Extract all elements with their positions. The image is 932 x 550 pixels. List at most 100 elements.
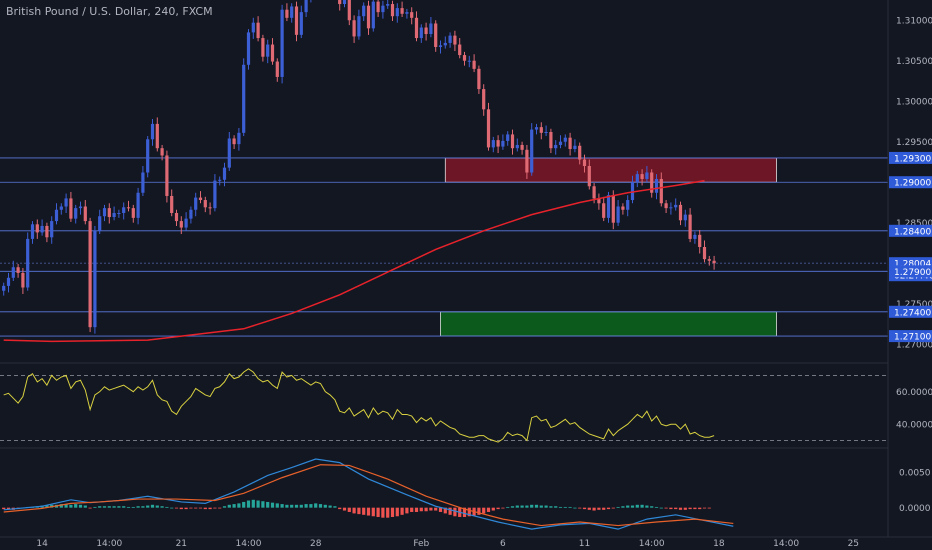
candle-body bbox=[126, 207, 131, 209]
macd-hist-bar bbox=[314, 503, 318, 508]
macd-hist-bar bbox=[318, 504, 323, 508]
candle-body bbox=[630, 182, 635, 201]
candle-body bbox=[410, 12, 414, 18]
macd-hist-bar bbox=[448, 507, 452, 515]
macd-hist-bar bbox=[328, 505, 332, 508]
macd-hist-bar bbox=[592, 507, 596, 511]
macd-hist-bar bbox=[582, 507, 587, 510]
macd-hist-bar bbox=[136, 506, 140, 508]
candle-body bbox=[69, 198, 73, 219]
level-price-label-bg bbox=[889, 176, 932, 189]
candle-body bbox=[285, 9, 289, 18]
candle-body bbox=[712, 260, 716, 264]
time-tick-label: Feb bbox=[413, 539, 429, 549]
chart-title: British Pound / U.S. Dollar, 240, FXCM bbox=[6, 5, 213, 18]
macd-hist-bar bbox=[6, 507, 11, 510]
candle-body bbox=[213, 180, 217, 209]
macd-hist-bar bbox=[333, 506, 337, 508]
price-tick-label: 1.27500 bbox=[896, 300, 932, 310]
macd-hist-bar bbox=[218, 507, 222, 509]
price-tick-label: 1.30500 bbox=[896, 57, 932, 67]
candle-body bbox=[678, 204, 683, 221]
candle-body bbox=[606, 195, 611, 218]
macd-hist-bar bbox=[179, 507, 183, 510]
macd-hist-bar bbox=[251, 499, 255, 508]
macd-hist-bar bbox=[520, 505, 524, 508]
macd-hist-bar bbox=[184, 507, 188, 510]
candle-body bbox=[702, 247, 707, 260]
candle-body bbox=[395, 8, 399, 17]
candle-body bbox=[251, 22, 255, 33]
candle-body bbox=[448, 35, 452, 43]
macd-hist-bar bbox=[664, 507, 668, 509]
candle-body bbox=[246, 32, 251, 65]
macd-hist-bar bbox=[227, 504, 231, 508]
candle-body bbox=[40, 225, 44, 233]
level-price-label: 1.28400 bbox=[894, 227, 931, 237]
price-tick-label: 1.28500 bbox=[896, 219, 932, 229]
candle-body bbox=[280, 9, 284, 77]
macd-hist-bar bbox=[491, 507, 495, 511]
candle-body bbox=[390, 4, 395, 17]
candle-body bbox=[482, 89, 486, 110]
candle-body bbox=[232, 138, 236, 145]
macd-hist-bar bbox=[486, 507, 491, 512]
candle-body bbox=[424, 27, 428, 35]
macd-hist-bar bbox=[256, 500, 260, 508]
macd-hist-bar bbox=[587, 507, 591, 510]
macd-hist-bar bbox=[376, 507, 380, 517]
candle-body bbox=[515, 144, 519, 149]
time-tick-label: 14 bbox=[36, 539, 48, 549]
macd-hist-bar bbox=[477, 507, 481, 515]
candle-body bbox=[54, 209, 59, 222]
macd-hist-bar bbox=[496, 507, 500, 510]
macd-hist-bar bbox=[170, 507, 174, 509]
macd-hist-bar bbox=[232, 504, 236, 508]
macd-hist-bar bbox=[45, 505, 49, 508]
candle-body bbox=[83, 206, 87, 222]
macd-hist-bar bbox=[419, 507, 423, 512]
macd-hist-bar bbox=[462, 507, 467, 517]
level-lines-layer bbox=[0, 157, 888, 337]
macd-hist-bar bbox=[578, 507, 582, 509]
candle-body bbox=[150, 123, 155, 140]
macd-hist-bar bbox=[222, 506, 227, 508]
macd-hist-bar bbox=[611, 507, 615, 509]
candle-body bbox=[400, 8, 404, 14]
macd-hist-bar bbox=[659, 507, 663, 509]
candle-body bbox=[342, 0, 347, 5]
candle-body bbox=[170, 195, 174, 213]
macd-hist-bar bbox=[299, 504, 303, 508]
macd-hist-bar bbox=[405, 507, 409, 514]
candle-body bbox=[544, 132, 548, 134]
macd-hist-bar bbox=[626, 505, 630, 508]
time-tick-label: 14:00 bbox=[639, 539, 665, 549]
candle-body bbox=[74, 208, 78, 219]
rsi-tick-label: 40.0000 bbox=[896, 421, 932, 431]
macd-hist-bar bbox=[597, 507, 601, 510]
candle-body bbox=[338, 0, 342, 5]
macd-hist-bar bbox=[203, 507, 207, 510]
candle-body bbox=[208, 207, 212, 209]
candle-body bbox=[2, 285, 6, 291]
macd-pane bbox=[2, 458, 734, 530]
level-price-label: 1.28004 bbox=[894, 260, 931, 270]
time-tick-label: 6 bbox=[500, 539, 506, 549]
candle-body bbox=[371, 1, 375, 29]
candle-body bbox=[525, 149, 529, 173]
candle-body bbox=[256, 22, 260, 39]
candle-body bbox=[640, 174, 644, 179]
price-tick-label: 1.29500 bbox=[896, 138, 932, 148]
macd-hist-bar bbox=[290, 504, 294, 508]
candle-body bbox=[107, 208, 111, 218]
candle-body bbox=[621, 206, 625, 210]
candle-body bbox=[563, 137, 567, 142]
candle-body bbox=[45, 225, 49, 238]
candle-body bbox=[237, 132, 241, 145]
macd-hist-bar bbox=[160, 506, 164, 508]
macd-hist-bar bbox=[386, 507, 390, 518]
macd-hist-bar bbox=[510, 506, 515, 508]
time-tick-label: 14:00 bbox=[96, 539, 122, 549]
macd-tick-label: 0.0000 bbox=[899, 504, 931, 514]
